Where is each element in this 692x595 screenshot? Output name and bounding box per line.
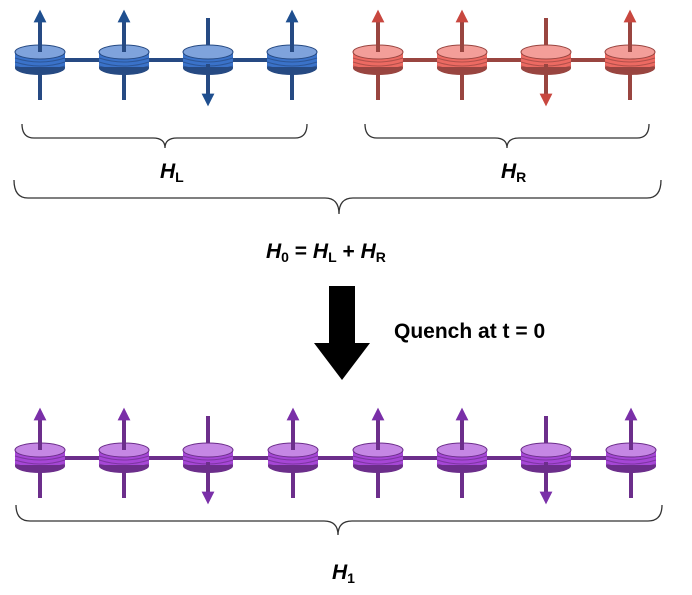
- quenched-chain-site: [352, 407, 404, 498]
- right-spin-chain: [352, 9, 656, 107]
- left-chain-site: [182, 18, 234, 107]
- spin-disc: [436, 442, 488, 473]
- h-left-label: HL: [160, 160, 184, 185]
- spin-disc: [266, 44, 318, 75]
- spin-disc: [436, 44, 488, 75]
- left-chain-site: [266, 9, 318, 100]
- left-chain-site: [14, 9, 66, 100]
- brace-quenched-chain: [15, 504, 663, 536]
- quenched-chain-site: [436, 407, 488, 498]
- spin-disc: [520, 442, 572, 473]
- spin-disc: [267, 442, 319, 473]
- quenched-chain-site: [605, 407, 657, 498]
- spin-disc: [182, 44, 234, 75]
- spin-disc: [604, 44, 656, 75]
- h0-equation: H0 = HL + HR: [266, 240, 386, 265]
- quench-label: Quench at t = 0: [394, 320, 545, 343]
- brace-left-half: [21, 123, 308, 149]
- right-chain-site: [352, 9, 404, 100]
- quenched-chain-site: [98, 407, 150, 498]
- spin-disc: [182, 442, 234, 473]
- quenched-chain-site: [14, 407, 66, 498]
- right-chain-site: [436, 9, 488, 100]
- spin-disc: [14, 442, 66, 473]
- right-chain-site: [520, 18, 572, 107]
- h1-label: H1: [332, 561, 355, 586]
- brace-right-half: [364, 123, 650, 149]
- h-right-label: HR: [501, 160, 526, 185]
- right-chain-site: [604, 9, 656, 100]
- left-spin-chain: [14, 9, 318, 107]
- quenched-chain-site: [182, 416, 234, 505]
- quenched-chain-site: [267, 407, 319, 498]
- left-chain-site: [98, 9, 150, 100]
- quenched-spin-chain: [14, 407, 657, 505]
- quench-arrow: [314, 286, 370, 380]
- brace-full-chain: [13, 179, 662, 215]
- quenched-chain-site: [520, 416, 572, 505]
